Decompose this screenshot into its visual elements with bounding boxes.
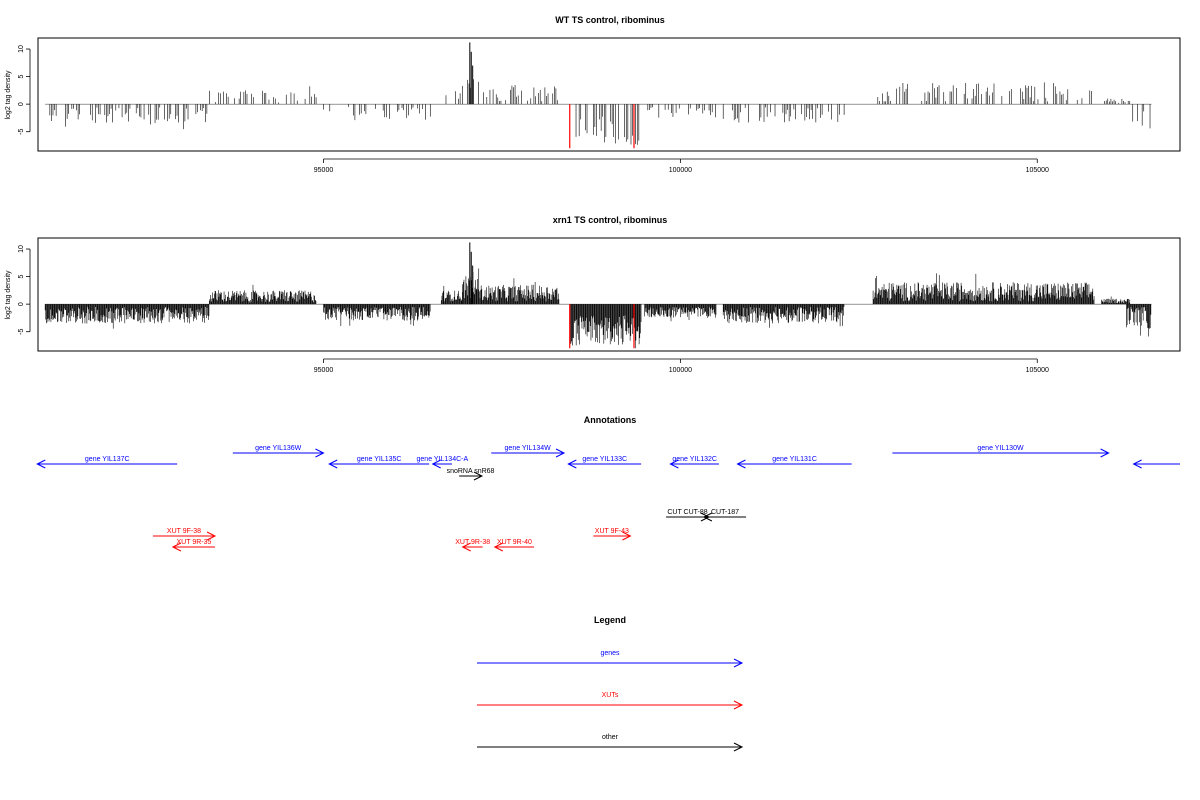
- feature-label: XUT 9R-35: [177, 539, 212, 546]
- annotation-feature: gene YIL134W: [491, 445, 566, 458]
- annotation-feature: [1132, 459, 1180, 469]
- x-tick-label: 100000: [669, 167, 692, 174]
- feature-arrow-head: [1100, 448, 1110, 458]
- feature-arrow-head: [669, 459, 679, 469]
- feature-arrow-head: [431, 459, 441, 469]
- highlight-bars-wt: [569, 104, 635, 149]
- y-tick-label: 10: [18, 45, 25, 53]
- feature-arrow-head: [1132, 459, 1142, 469]
- signal-bars-wt: [45, 42, 1152, 145]
- feature-arrow-head: [171, 542, 182, 552]
- feature-label: gene YIL137C: [85, 456, 130, 463]
- annotation-feature: gene YIL137C: [36, 456, 178, 469]
- annotation-feature: gene YIL132C: [669, 456, 719, 469]
- y-tick-label: 10: [18, 245, 25, 253]
- feature-arrow-head: [622, 531, 632, 541]
- feature-label: gene YIL136W: [255, 445, 302, 452]
- feature-label: gene YIL134W: [505, 445, 552, 452]
- chart-title-xrn1: xrn1 TS control, ribominus: [553, 215, 668, 225]
- legend-entries: genes XUTs other: [477, 650, 744, 752]
- legend-arrow-head: [733, 700, 744, 710]
- annotation-feature: gene YIL131C: [736, 456, 852, 469]
- y-tick-label: 5: [18, 275, 25, 279]
- feature-label: CUT-187: [711, 509, 739, 516]
- annotation-feature: CUT CUT-88: [666, 509, 711, 522]
- plot-frame-wt: [37, 37, 1181, 152]
- y-tick-label: 0: [18, 102, 25, 106]
- y-axis-xrn1: -5 0 5 10: [18, 245, 31, 335]
- plot-frame-xrn1: [37, 237, 1181, 352]
- feature-arrow-head: [461, 542, 471, 552]
- annotation-feature: XUT 9F-38: [152, 528, 217, 541]
- annotation-features: gene YIL137C gene YIL136W gene YIL135C gene…: [36, 445, 1180, 552]
- feature-arrow-head: [555, 448, 566, 458]
- y-tick-label: 5: [18, 75, 25, 79]
- feature-arrow-head: [493, 542, 504, 552]
- annotation-feature: XUT 9R-38: [455, 539, 490, 552]
- feature-label: gene YIL133C: [582, 456, 627, 463]
- feature-arrow-head: [315, 448, 325, 458]
- legend-entry-xut: XUTs: [477, 692, 744, 710]
- annotation-feature: XUT 9R-35: [171, 539, 216, 552]
- feature-arrow-head: [473, 471, 484, 481]
- annotation-feature: XUT 9R-40: [493, 539, 535, 552]
- y-axis-label-wt: log2 tag density: [5, 70, 12, 120]
- annotations-title: Annotations: [584, 415, 637, 425]
- feature-label: XUT 9R-38: [455, 539, 490, 546]
- annotation-feature: gene YIL136W: [232, 445, 325, 458]
- legend-entry-gene: genes: [477, 650, 744, 668]
- feature-arrow-head: [328, 459, 338, 469]
- feature-label: gene YIL134C-A: [417, 456, 469, 463]
- feature-label: snoRNA snR68: [447, 468, 495, 475]
- feature-label: XUT 9F-38: [167, 528, 201, 535]
- feature-label: gene YIL131C: [772, 456, 817, 463]
- annotation-feature: gene YIL133C: [567, 456, 642, 469]
- legend-title: Legend: [594, 615, 626, 625]
- x-tick-label: 95000: [314, 167, 334, 174]
- annotation-feature: gene YIL135C: [328, 456, 430, 469]
- y-axis-label-xrn1: log2 tag density: [5, 270, 12, 320]
- y-tick-label: -5: [18, 328, 25, 334]
- legend-label: XUTs: [602, 692, 619, 699]
- feature-label: XUT 9F-43: [595, 528, 629, 535]
- x-axis-wt: 95000 100000 105000: [314, 158, 1049, 174]
- annotation-feature: snoRNA snR68: [447, 468, 495, 481]
- x-tick-label: 100000: [669, 367, 692, 374]
- feature-arrow-head: [567, 459, 577, 469]
- signal-bars-xrn1: [44, 242, 1152, 349]
- legend-label: genes: [600, 650, 620, 657]
- y-tick-label: 0: [18, 302, 25, 306]
- annotation-feature: XUT 9F-43: [593, 528, 632, 541]
- x-tick-label: 95000: [314, 367, 334, 374]
- annotation-feature: gene YIL130W: [892, 445, 1110, 458]
- feature-label: gene YIL130W: [977, 445, 1024, 452]
- annotation-feature: CUT-187: [702, 509, 747, 522]
- feature-arrow-head: [206, 531, 217, 541]
- legend-entry-other: other: [477, 734, 744, 752]
- feature-arrow-head: [702, 512, 713, 522]
- annotation-feature: gene YIL134C-A: [417, 456, 469, 469]
- feature-label: XUT 9R-40: [497, 539, 532, 546]
- feature-label: gene YIL132C: [672, 456, 717, 463]
- legend-arrow-head: [733, 742, 744, 752]
- y-tick-label: -5: [18, 128, 25, 134]
- x-tick-label: 105000: [1026, 367, 1049, 374]
- legend-arrow-head: [733, 658, 744, 668]
- legend-label: other: [602, 734, 619, 741]
- feature-arrow-head: [36, 459, 46, 469]
- feature-label: gene YIL135C: [357, 456, 402, 463]
- chart-title-wt: WT TS control, ribominus: [555, 15, 665, 25]
- feature-arrow-head: [736, 459, 746, 469]
- chart-panel-wt: WT TS control, ribominus log2 tag densit…: [5, 15, 1181, 174]
- chart-panel-xrn1: xrn1 TS control, ribominus log2 tag dens…: [5, 215, 1181, 374]
- highlight-bars-xrn1: [569, 304, 635, 349]
- y-axis-wt: -5 0 5 10: [18, 45, 31, 135]
- legend: Legend genes XUTs other: [477, 615, 744, 752]
- feature-label: CUT CUT-88: [667, 509, 707, 516]
- x-axis-xrn1: 95000 100000 105000: [314, 358, 1049, 374]
- x-tick-label: 105000: [1026, 167, 1049, 174]
